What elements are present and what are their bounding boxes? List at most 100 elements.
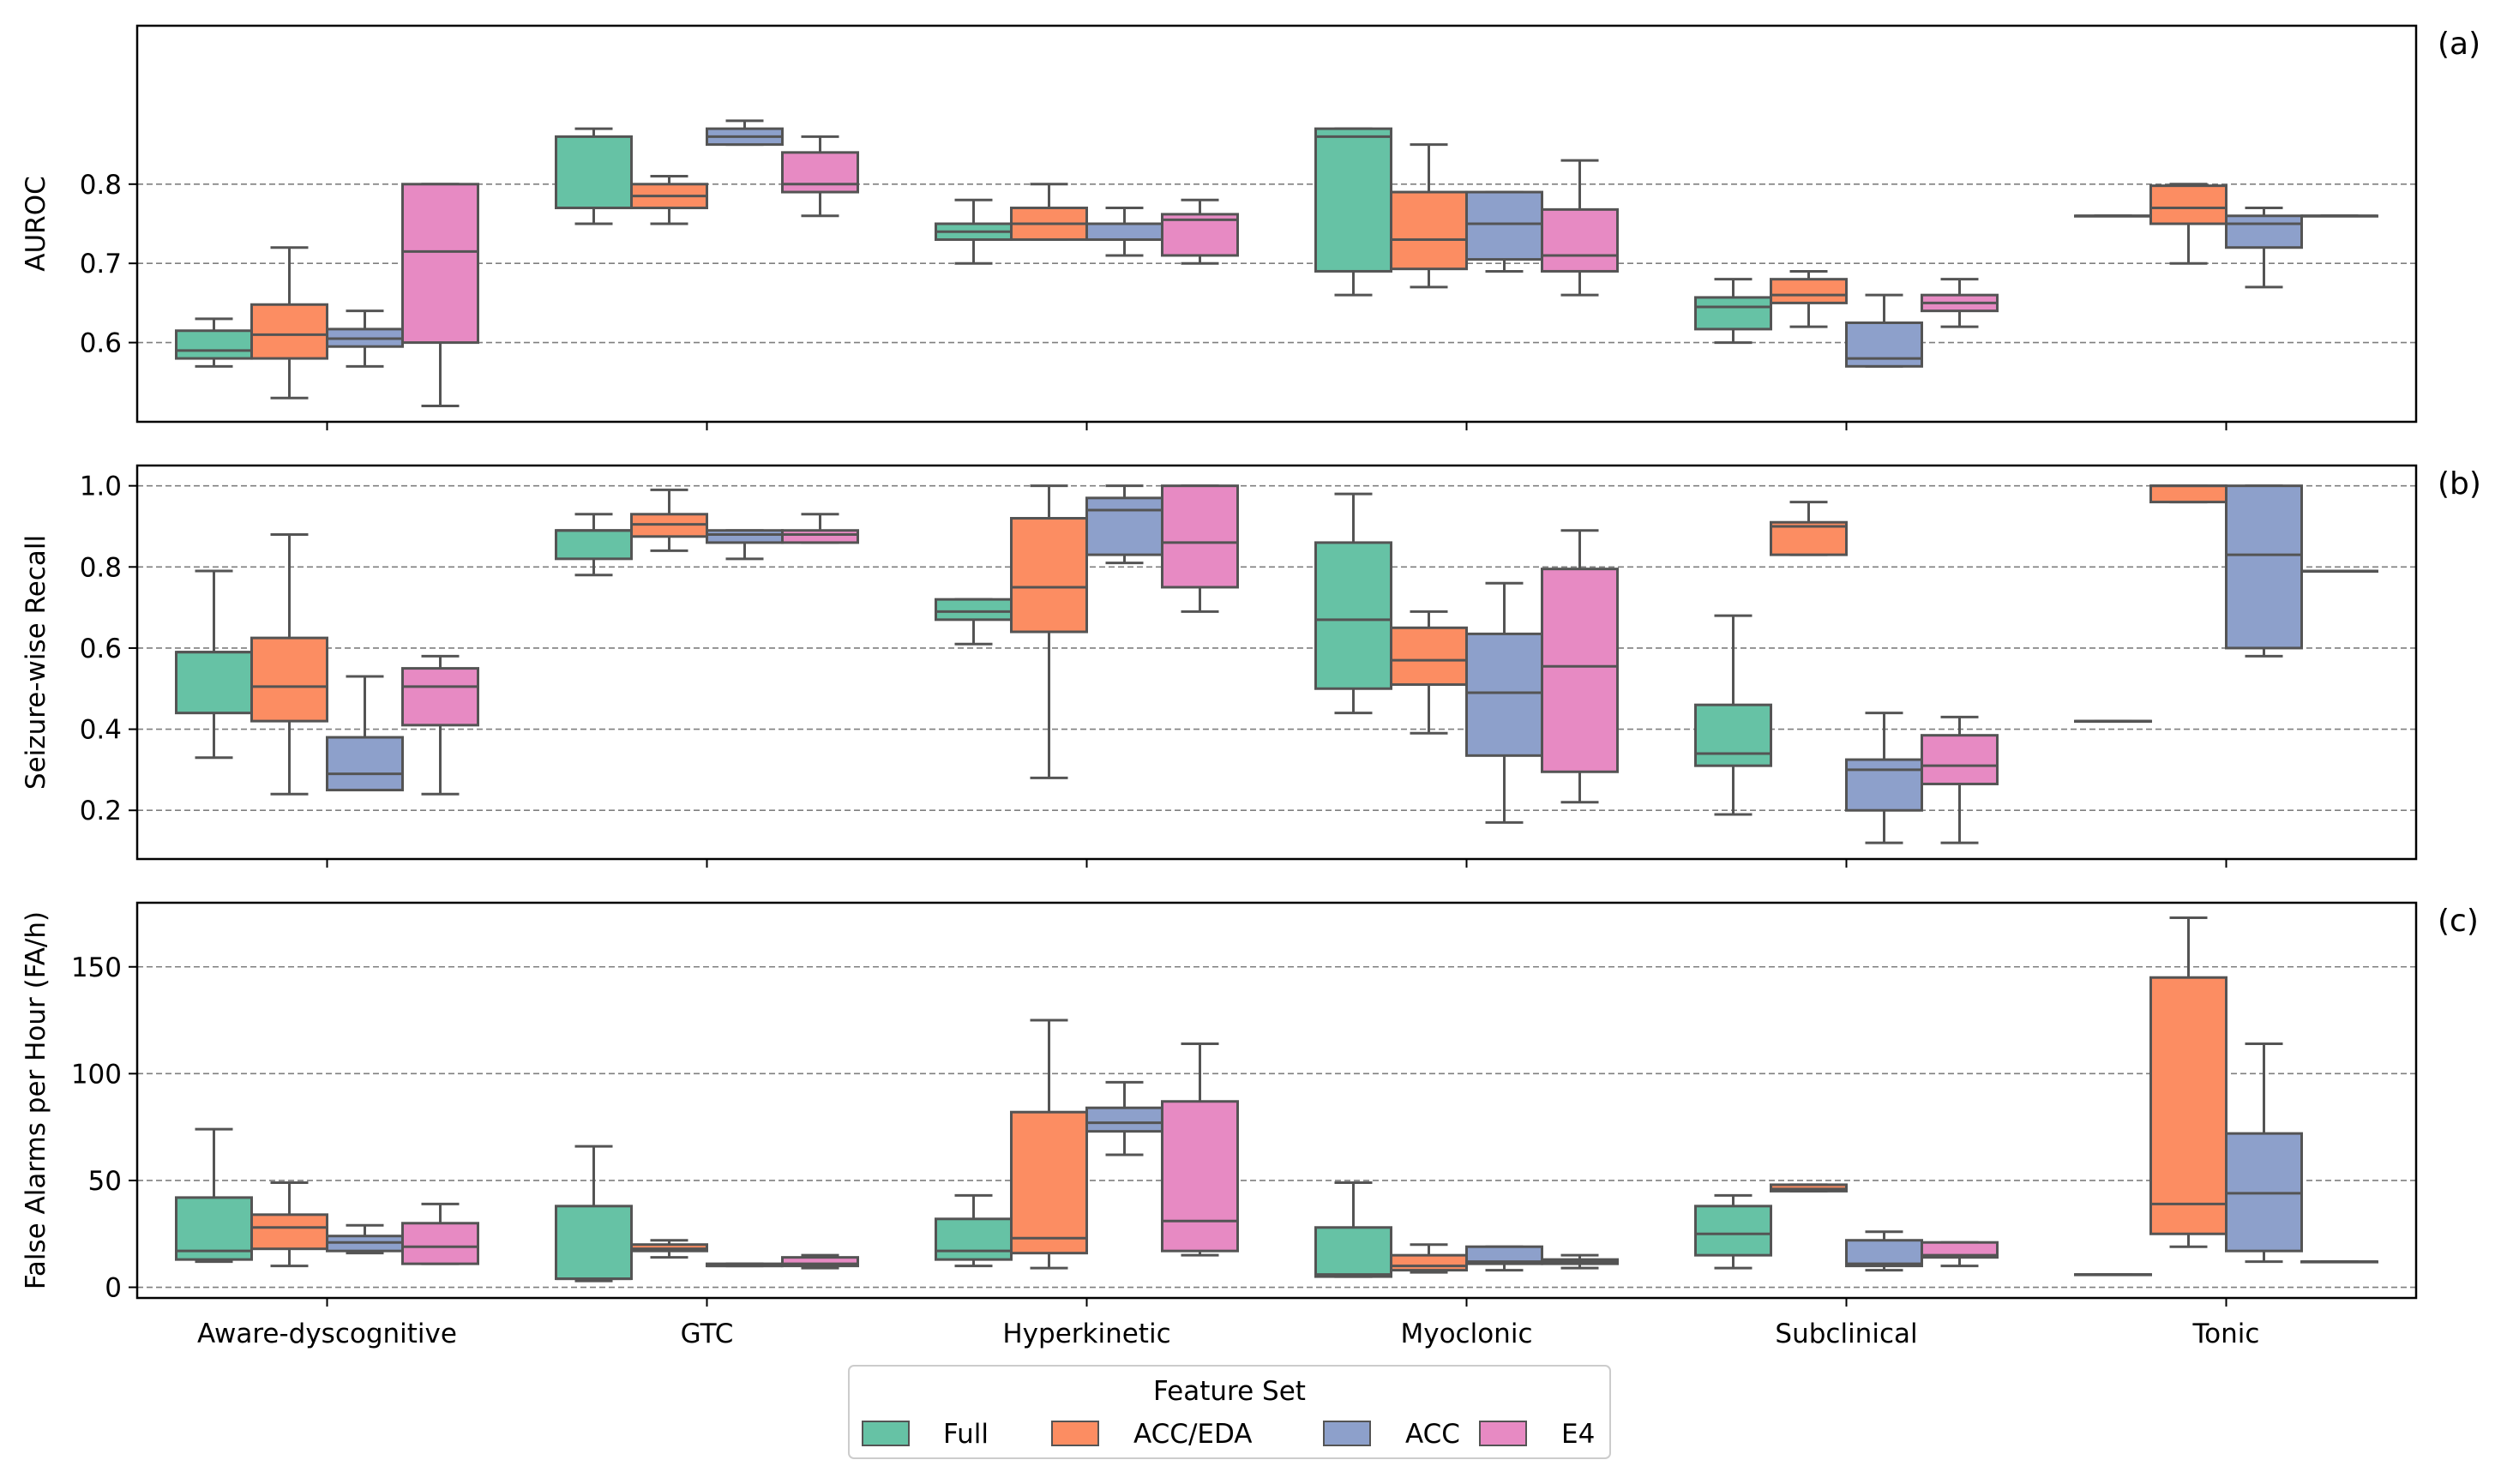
box-acc-myoclonic: [1465, 581, 1543, 824]
box-acc-aware-dyscognitive: [326, 675, 404, 792]
box-acc-eda-hyperkinetic: [1010, 183, 1088, 241]
box-acc-subclinical: [1845, 293, 1923, 368]
box-iqr: [2149, 184, 2227, 225]
box-iqr: [1921, 1241, 1999, 1259]
box-iqr: [1085, 1106, 1163, 1133]
legend-swatch-acc-eda: [1051, 1421, 1099, 1446]
box-acc-aware-dyscognitive: [326, 309, 404, 368]
y-tick-label: 0.6: [80, 634, 122, 664]
y-tick-label: 0.8: [80, 552, 122, 583]
box-iqr: [1465, 632, 1543, 757]
box-acc-myoclonic: [1465, 1245, 1543, 1272]
box-iqr: [555, 135, 633, 210]
box-acc-eda-hyperkinetic: [1010, 1018, 1088, 1270]
box-iqr: [555, 1205, 633, 1281]
box-acc-eda-aware-dyscognitive: [250, 246, 328, 400]
box-full-gtc: [555, 1145, 633, 1283]
box-e4-subclinical: [1921, 1241, 1999, 1268]
y-tick-label: 1.0: [80, 472, 122, 502]
y-tick-label: 0.8: [80, 170, 122, 201]
box-full-gtc: [555, 513, 633, 577]
box-e4-hyperkinetic: [1161, 1042, 1239, 1257]
box-acc-eda-tonic: [2149, 916, 2227, 1248]
box-iqr: [706, 529, 784, 544]
box-iqr: [1314, 1226, 1392, 1278]
box-iqr: [326, 736, 404, 792]
box-iqr: [1845, 1239, 1923, 1268]
box-iqr: [401, 1222, 479, 1265]
box-e4-aware-dyscognitive: [401, 183, 479, 408]
box-iqr: [1845, 321, 1923, 368]
y-tick-label: 0.4: [80, 715, 122, 746]
y-axis-label: False Alarms per Hour (FA/h): [21, 911, 51, 1289]
box-acc-subclinical: [1845, 712, 1923, 844]
legend-frame: [848, 1365, 1611, 1459]
box-iqr: [2149, 976, 2227, 1235]
box-acc-subclinical: [1845, 1230, 1923, 1272]
box-e4-myoclonic: [1541, 159, 1619, 297]
panel-label: (c): [2438, 904, 2479, 939]
box-iqr: [1161, 213, 1239, 257]
box-acc-tonic: [2225, 1042, 2303, 1264]
box-iqr: [1845, 758, 1923, 812]
box-acc-eda-tonic: [2149, 183, 2227, 265]
box-acc-eda-gtc: [630, 175, 708, 225]
box-iqr: [1010, 517, 1088, 634]
panel-1: 0.6 0.7 0.8 AUROC (a): [21, 24, 2480, 430]
legend-label-full: Full: [943, 1419, 989, 1450]
legend-title: Feature Set: [1153, 1376, 1306, 1407]
x-tick-label-aware-dyscognitive: Aware-dyscognitive: [197, 1319, 457, 1349]
box-e4-myoclonic: [1541, 1253, 1619, 1270]
box-iqr: [1314, 127, 1392, 273]
box-full-myoclonic: [1314, 127, 1392, 297]
box-e4-tonic: [2300, 214, 2378, 218]
box-iqr: [1541, 568, 1619, 773]
box-e4-subclinical: [1921, 715, 1999, 844]
box-e4-aware-dyscognitive: [401, 654, 479, 796]
box-iqr: [401, 667, 479, 727]
box-full-aware-dyscognitive: [175, 569, 253, 760]
box-full-aware-dyscognitive: [175, 317, 253, 368]
legend-swatch-e4: [1479, 1421, 1527, 1446]
box-acc-eda-myoclonic: [1390, 143, 1468, 289]
box-iqr: [1085, 496, 1163, 556]
box-acc-eda-myoclonic: [1390, 610, 1468, 735]
box-acc-tonic: [2225, 207, 2303, 289]
box-iqr: [1694, 1205, 1772, 1257]
box-acc-eda-myoclonic: [1390, 1243, 1468, 1274]
box-e4-tonic: [2300, 1260, 2378, 1264]
box-full-aware-dyscognitive: [175, 1127, 253, 1264]
box-full-subclinical: [1694, 1193, 1772, 1270]
box-iqr: [1541, 207, 1619, 273]
legend-swatch-full: [862, 1421, 910, 1446]
box-acc-gtc: [706, 1262, 784, 1268]
plot-frame: [135, 24, 2418, 424]
box-e4-hyperkinetic: [1161, 484, 1239, 613]
box-e4-tonic: [2300, 569, 2378, 574]
box-iqr: [781, 529, 859, 544]
box-iqr: [2225, 214, 2303, 249]
box-iqr: [1770, 278, 1848, 304]
box-iqr: [175, 651, 253, 715]
box-e4-gtc: [781, 135, 859, 218]
box-acc-hyperkinetic: [1085, 484, 1163, 565]
box-iqr: [1010, 1110, 1088, 1255]
box-acc-gtc: [706, 529, 784, 561]
box-e4-myoclonic: [1541, 529, 1619, 804]
plot-frame: [135, 464, 2418, 861]
box-e4-gtc: [781, 1253, 859, 1270]
box-iqr: [1390, 1253, 1468, 1272]
x-tick-label-subclinical: Subclinical: [1775, 1319, 1917, 1349]
box-acc-hyperkinetic: [1085, 207, 1163, 257]
y-axis-label: AUROC: [21, 176, 51, 271]
box-e4-subclinical: [1921, 278, 1999, 328]
x-tick-label-myoclonic: Myoclonic: [1401, 1319, 1533, 1349]
box-iqr: [1161, 484, 1239, 589]
box-iqr: [250, 636, 328, 723]
box-iqr: [2225, 484, 2303, 650]
box-full-subclinical: [1694, 614, 1772, 816]
x-tick-label-gtc: GTC: [681, 1319, 734, 1349]
box-full-hyperkinetic: [935, 198, 1013, 265]
box-acc-myoclonic: [1465, 190, 1543, 273]
